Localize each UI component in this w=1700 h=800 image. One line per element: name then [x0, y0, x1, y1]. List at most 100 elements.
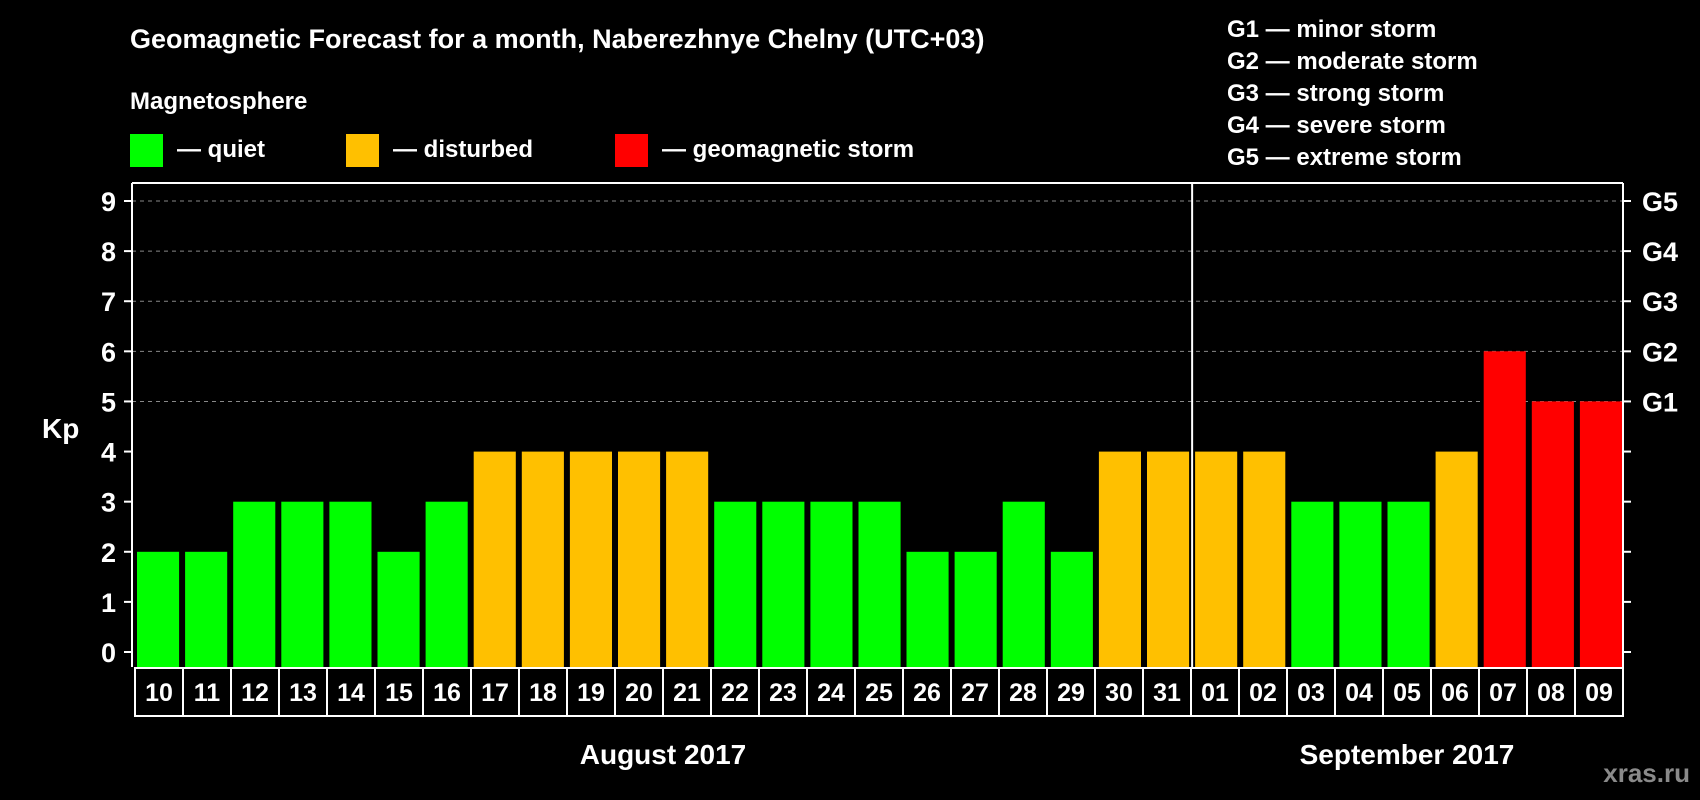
- bar-11: [185, 551, 228, 667]
- day-label-18: 18: [529, 679, 557, 707]
- bar-10: [137, 551, 180, 667]
- day-label-06: 06: [1441, 679, 1469, 707]
- day-label-27: 27: [961, 679, 989, 707]
- g-level-labels: G1 G2 G3 G4 G5: [1642, 187, 1678, 417]
- legend-swatch-quiet: [130, 134, 163, 167]
- day-label-01: 01: [1201, 679, 1229, 707]
- month-label-1: September 2017: [1300, 739, 1515, 770]
- day-label-25: 25: [865, 679, 893, 707]
- gridlines: [132, 200, 1623, 402]
- day-label-31: 31: [1153, 679, 1181, 707]
- day-label-03: 03: [1297, 679, 1325, 707]
- bar-05: [1387, 501, 1430, 667]
- y-axis-label: Kp: [42, 413, 79, 444]
- day-label-15: 15: [385, 679, 413, 707]
- day-label-13: 13: [289, 679, 317, 707]
- bar-09: [1579, 401, 1622, 667]
- y-tick-label-7: 7: [101, 287, 116, 317]
- bar-06: [1435, 451, 1478, 667]
- g-level-label-g2: G2: [1642, 337, 1678, 367]
- day-label-12: 12: [241, 679, 269, 707]
- bar-15: [377, 551, 420, 667]
- bar-08: [1531, 401, 1574, 667]
- legend-swatch-disturbed: [346, 134, 379, 167]
- bar-02: [1243, 451, 1286, 667]
- bar-12: [233, 501, 276, 667]
- bar-16: [425, 501, 468, 667]
- bar-14: [329, 501, 372, 667]
- y-tick-label-8: 8: [101, 237, 116, 267]
- day-label-23: 23: [769, 679, 797, 707]
- storm-scale-g1: G1 — minor storm: [1227, 16, 1436, 43]
- chart-title: Geomagnetic Forecast for a month, Nabere…: [130, 24, 984, 54]
- y-tick-label-2: 2: [101, 538, 116, 568]
- y-tick-label-6: 6: [101, 337, 116, 367]
- y-tick-label-5: 5: [101, 387, 116, 417]
- g-level-label-g5: G5: [1642, 187, 1678, 217]
- bar-26: [906, 551, 949, 667]
- day-label-08: 08: [1537, 679, 1565, 707]
- bar-21: [666, 451, 709, 667]
- bar-25: [858, 501, 901, 667]
- legend-label-quiet: — quiet: [177, 136, 265, 163]
- bar-07: [1483, 351, 1526, 667]
- legend-label-disturbed: — disturbed: [393, 136, 533, 163]
- day-label-frame: [134, 667, 1624, 717]
- storm-scale-g2: G2 — moderate storm: [1227, 48, 1478, 75]
- day-label-19: 19: [577, 679, 605, 707]
- legend-swatch-storm: [615, 134, 648, 167]
- day-labels: 10 11 12 13 14 15 16 17 18 19 20 21 22 23 24 25 26 27 28 29…: [145, 679, 1613, 707]
- day-label-20: 20: [625, 679, 653, 707]
- axes: [124, 182, 1631, 717]
- storm-scale-g3: G3 — strong storm: [1227, 80, 1444, 107]
- y-tick-label-3: 3: [101, 488, 116, 518]
- month-labels: August 2017 September 2017: [580, 739, 1515, 770]
- day-label-28: 28: [1009, 679, 1037, 707]
- storm-scale-g4: G4 — severe storm: [1227, 112, 1446, 139]
- bar-20: [618, 451, 661, 667]
- g-level-label-g1: G1: [1642, 387, 1678, 417]
- y-tick-label-4: 4: [101, 438, 116, 468]
- bar-03: [1291, 501, 1334, 667]
- day-label-16: 16: [433, 679, 461, 707]
- bar-17: [473, 451, 516, 667]
- day-label-04: 04: [1345, 679, 1373, 707]
- g-level-label-g4: G4: [1642, 237, 1678, 267]
- day-label-29: 29: [1057, 679, 1085, 707]
- storm-scale-legend: G1 — minor storm G2 — moderate storm G3 — …: [1227, 16, 1478, 171]
- bar-19: [569, 451, 612, 667]
- day-label-09: 09: [1585, 679, 1613, 707]
- watermark: xras.ru: [1603, 758, 1690, 788]
- bar-01: [1195, 451, 1238, 667]
- legend: — quiet — disturbed — geomagnetic storm: [130, 134, 914, 167]
- month-label-0: August 2017: [580, 739, 747, 770]
- legend-heading: Magnetosphere: [130, 88, 307, 115]
- y-tick-label-0: 0: [101, 638, 116, 668]
- bar-27: [954, 551, 997, 667]
- legend-label-storm: — geomagnetic storm: [662, 136, 914, 163]
- day-label-22: 22: [721, 679, 749, 707]
- bar-23: [762, 501, 805, 667]
- day-label-10: 10: [145, 679, 173, 707]
- day-label-05: 05: [1393, 679, 1421, 707]
- bar-24: [810, 501, 853, 667]
- day-label-17: 17: [481, 679, 509, 707]
- day-label-02: 02: [1249, 679, 1277, 707]
- day-label-24: 24: [817, 679, 845, 707]
- day-label-14: 14: [337, 679, 365, 707]
- y-tick-labels: 0 1 2 3 4 5 6 7 8 9: [101, 187, 116, 668]
- day-label-30: 30: [1105, 679, 1133, 707]
- bar-22: [714, 501, 757, 667]
- g-level-label-g3: G3: [1642, 287, 1678, 317]
- day-label-21: 21: [673, 679, 701, 707]
- bar-28: [1002, 501, 1045, 667]
- y-tick-label-9: 9: [101, 187, 116, 217]
- bar-18: [521, 451, 564, 667]
- bar-04: [1339, 501, 1382, 667]
- day-label-11: 11: [194, 679, 221, 707]
- bar-31: [1147, 451, 1190, 667]
- bars: [137, 351, 1622, 667]
- y-tick-label-1: 1: [101, 588, 116, 618]
- day-label-26: 26: [913, 679, 941, 707]
